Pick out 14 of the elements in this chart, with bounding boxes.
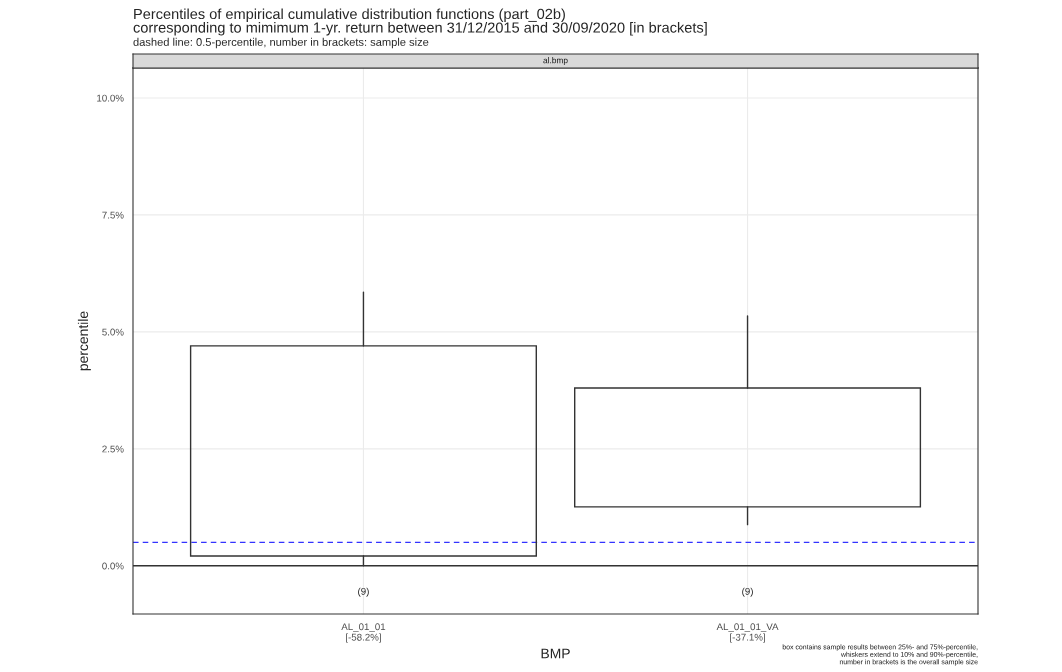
y-tick-label: 7.5%	[102, 211, 124, 219]
x-tick-label: AL_01_01_VA [-37.1%]	[716, 623, 779, 643]
chart-subtitle: dashed line: 0.5-percentile, number in brackets: sample size	[133, 37, 429, 49]
annotation: (9)	[358, 587, 369, 597]
y-tick-label: 5.0%	[102, 328, 124, 336]
y-axis-title: percentile	[77, 311, 91, 371]
x-tick-label: AL_01_01 [-58.2%]	[341, 623, 386, 643]
x-axis-title: BMP	[541, 648, 570, 659]
annotation: (9)	[742, 587, 753, 597]
text: al.bmp	[543, 57, 568, 65]
y-tick-label: 10.0%	[97, 94, 124, 102]
y-tick-label: 0.0%	[102, 562, 124, 570]
y-tick-label: 2.5%	[102, 445, 124, 453]
chart-title: Percentiles of empirical cumulative distribution functions (part_02b) corresponding to mimimum 1-yr. return between 31/12/2015 and 30/09/2020 [in brackets]	[133, 8, 707, 36]
